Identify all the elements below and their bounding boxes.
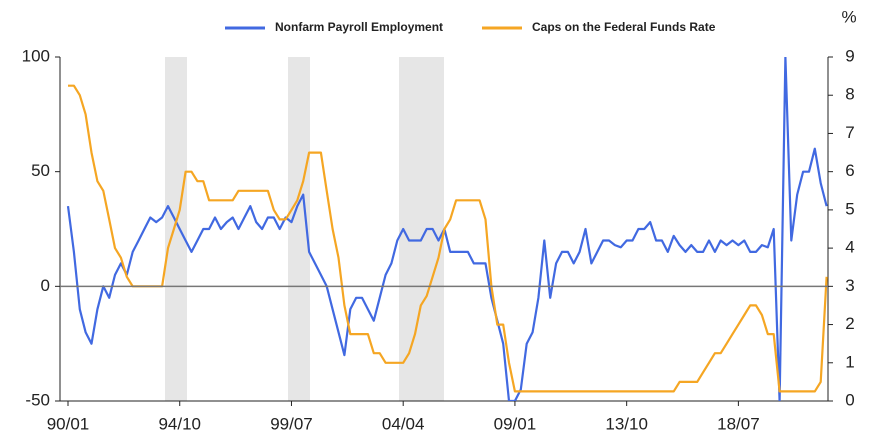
y2-tick-label: 3 — [845, 276, 854, 295]
shaded-period — [288, 57, 310, 401]
y2-tick-label: 0 — [845, 390, 854, 409]
y-tick-label: 0 — [41, 276, 50, 295]
x-tick-label: 04/04 — [382, 414, 425, 433]
y2-tick-label: 8 — [845, 85, 854, 104]
x-tick-label: 99/07 — [270, 414, 313, 433]
x-tick-label: 09/01 — [494, 414, 537, 433]
y2-tick-label: 9 — [845, 46, 854, 65]
shaded-period — [399, 57, 444, 401]
x-tick-label: 18/07 — [717, 414, 760, 433]
series-line — [66, 57, 828, 401]
y-tick-label: -50 — [25, 390, 50, 409]
plot-area — [66, 57, 828, 401]
x-tick-label: 90/01 — [47, 414, 90, 433]
y2-tick-label: 6 — [845, 161, 854, 180]
x-tick-label: 13/10 — [605, 414, 648, 433]
legend-label: Nonfarm Payroll Employment — [275, 20, 443, 34]
y2-axis-label: % — [841, 7, 856, 26]
y2-tick-label: 7 — [845, 123, 854, 142]
legend-label: Caps on the Federal Funds Rate — [532, 20, 716, 34]
shaded-period — [165, 57, 187, 401]
y2-tick-label: 1 — [845, 352, 854, 371]
y2-tick-label: 5 — [845, 199, 854, 218]
x-tick-label: 94/10 — [158, 414, 201, 433]
y-tick-label: 50 — [31, 161, 50, 180]
series-line — [68, 84, 828, 393]
y2-tick-label: 4 — [845, 238, 854, 257]
y2-tick-label: 2 — [845, 314, 854, 333]
y-tick-label: 100 — [22, 46, 50, 65]
